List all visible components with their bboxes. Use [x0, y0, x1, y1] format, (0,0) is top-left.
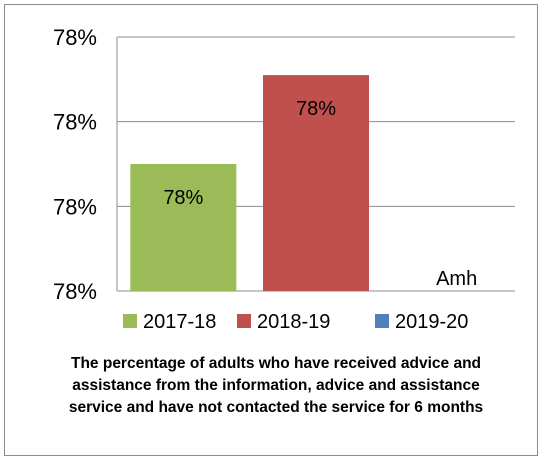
- y-tick-label: 78%: [53, 25, 97, 50]
- legend: 2017-18 2018-19 2019-20: [123, 311, 468, 333]
- y-tick-label: 78%: [53, 110, 97, 135]
- data-label: Amh: [436, 268, 477, 290]
- legend-entry: 2018-19: [257, 311, 330, 333]
- chart-title: The percentage of adults who have receiv…: [68, 355, 484, 416]
- bar-2017-18: [130, 164, 237, 291]
- bars: [130, 75, 369, 291]
- y-tick-label: 78%: [53, 279, 97, 304]
- y-tick-label: 78%: [53, 194, 97, 219]
- chart-frame: 78% 78% 78% 78% 78% 78% Amh 2017-18 2018-19 201…: [4, 4, 538, 456]
- y-axis-tick-labels: 78% 78% 78% 78%: [53, 25, 97, 304]
- legend-swatch: [237, 314, 251, 328]
- bar-chart: 78%78%78%78% 78%78%Amh 2017-18 2018-19 201…: [53, 25, 515, 333]
- legend-swatch: [375, 314, 389, 328]
- bar-2018-19: [263, 75, 369, 291]
- data-label: 78%: [296, 98, 336, 120]
- data-labels: 78% 78% Amh: [163, 98, 477, 290]
- legend-entry: 2017-18: [143, 311, 216, 333]
- legend-entry: 2019-20: [395, 311, 468, 333]
- legend-swatch: [123, 314, 137, 328]
- data-label: 78%: [163, 187, 203, 209]
